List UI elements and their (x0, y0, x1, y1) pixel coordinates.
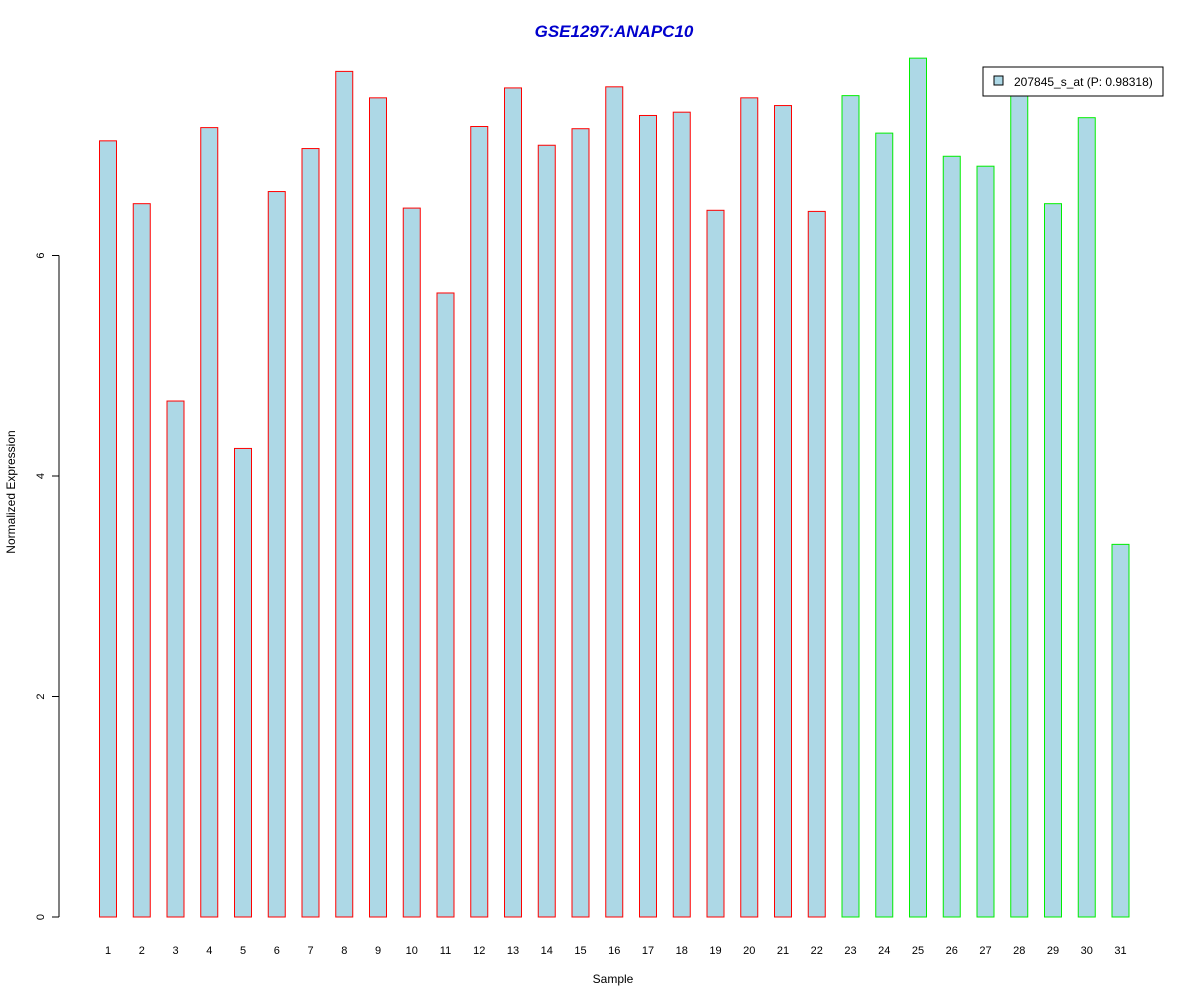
bar-sample-25 (909, 57, 927, 918)
bars-group (99, 57, 1130, 918)
legend-label: 207845_s_at (P: 0.98318) (1014, 75, 1153, 89)
x-tick-label-5: 5 (240, 945, 246, 957)
x-tick-label-15: 15 (574, 945, 586, 957)
bar-sample-16 (605, 86, 624, 918)
x-tick-label-6: 6 (274, 945, 280, 957)
bar-sample-11 (436, 292, 455, 918)
bar-sample-27 (976, 165, 995, 918)
bar-sample-24 (875, 132, 894, 918)
bar-sample-3 (166, 400, 185, 918)
bar-sample-20 (740, 97, 759, 918)
bar-sample-21 (774, 105, 792, 918)
y-axis-label: Normalized Expression (4, 430, 18, 553)
chart-title: GSE1297:ANAPC10 (535, 22, 694, 41)
x-tick-label-22: 22 (811, 945, 823, 957)
x-tick-labels: 1 2 3 4 5 6 7 8 9 10 11 12 13 14 15 16 17 18 19 20 21 22 23 24 2… (105, 945, 1127, 957)
y-tick-label-6: 6 (35, 252, 47, 258)
x-tick-label-16: 16 (608, 945, 620, 957)
legend-swatch (993, 75, 1004, 86)
bar-sample-18 (672, 111, 691, 918)
x-tick-label-30: 30 (1081, 945, 1093, 957)
x-tick-label-13: 13 (507, 945, 519, 957)
bar-sample-4 (200, 127, 219, 918)
bar-sample-26 (942, 155, 961, 918)
bar-sample-29 (1044, 203, 1062, 918)
bar-sample-2 (132, 203, 151, 918)
bar-sample-7 (301, 148, 320, 918)
bar-sample-12 (470, 126, 489, 918)
bar-sample-23 (841, 95, 860, 918)
x-tick-label-27: 27 (979, 945, 991, 957)
x-tick-label-9: 9 (375, 945, 381, 957)
x-tick-label-14: 14 (541, 945, 553, 957)
y-axis: 0 2 4 6 (35, 252, 60, 920)
x-tick-label-3: 3 (172, 945, 178, 957)
bar-sample-5 (234, 447, 252, 918)
bar-sample-8 (335, 70, 354, 918)
x-tick-label-25: 25 (912, 945, 924, 957)
x-tick-label-11: 11 (440, 945, 451, 957)
x-tick-label-23: 23 (844, 945, 856, 957)
y-tick-label-4: 4 (35, 473, 47, 479)
x-tick-label-19: 19 (709, 945, 721, 957)
bar-sample-19 (706, 209, 725, 918)
bar-sample-6 (267, 191, 286, 918)
x-tick-label-12: 12 (473, 945, 485, 957)
x-tick-label-7: 7 (307, 945, 313, 957)
x-tick-label-24: 24 (878, 945, 890, 957)
x-tick-label-20: 20 (743, 945, 755, 957)
x-tick-label-10: 10 (406, 945, 418, 957)
x-tick-label-2: 2 (139, 945, 145, 957)
bar-sample-9 (369, 97, 387, 918)
bar-sample-10 (402, 207, 421, 918)
bar-sample-28 (1010, 90, 1029, 918)
x-tick-label-1: 1 (105, 945, 111, 957)
bar-sample-17 (639, 114, 657, 918)
bar-sample-30 (1077, 117, 1096, 918)
bar-sample-14 (537, 144, 556, 918)
y-tick-label-0: 0 (35, 914, 47, 920)
bar-sample-1 (99, 140, 117, 918)
bar-sample-15 (571, 128, 590, 918)
x-tick-label-29: 29 (1047, 945, 1059, 957)
x-tick-label-17: 17 (642, 945, 654, 957)
x-tick-label-18: 18 (676, 945, 688, 957)
bar-sample-31 (1111, 543, 1130, 918)
x-axis-label: Sample (593, 972, 634, 986)
x-tick-label-8: 8 (341, 945, 347, 957)
x-tick-label-26: 26 (946, 945, 958, 957)
y-tick-label-2: 2 (35, 693, 47, 699)
bar-sample-22 (807, 210, 826, 918)
x-tick-label-28: 28 (1013, 945, 1025, 957)
bar-sample-13 (504, 87, 522, 918)
x-tick-label-21: 21 (777, 945, 789, 957)
x-tick-label-4: 4 (206, 945, 212, 957)
legend-box (982, 66, 1164, 97)
x-tick-label-31: 31 (1114, 945, 1126, 957)
legend: 207845_s_at (P: 0.98318) (982, 66, 1164, 97)
